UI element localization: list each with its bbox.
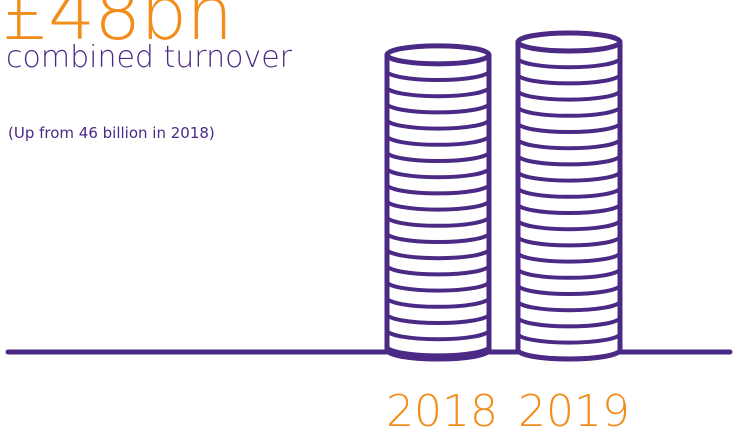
coin-edge [385,329,491,342]
year-label-2018: 2018 [386,386,498,437]
coin-edge [516,300,622,313]
coin-edge [516,187,622,199]
coin-edge [516,138,622,151]
coin-edge [385,280,491,293]
coin-edge [516,89,622,102]
coin-edge [516,122,622,134]
coin-top [384,43,492,67]
coin-stack-2019 [515,30,623,362]
subheadline: combined turnover [6,40,292,75]
coin-edge [516,170,622,183]
coin-edge [385,86,491,99]
comparison-note: (Up from 46 billion in 2018) [8,124,215,142]
coin-edge [516,332,622,345]
coin-edge [385,216,491,228]
coin-edge [385,264,491,277]
coin-edge [385,297,491,309]
coin-edge [385,183,491,196]
coin-edge [516,268,622,280]
coin-edge [385,118,491,131]
coin-edge [516,284,622,296]
year-label-2019: 2019 [518,386,630,437]
coin-edge [385,345,491,358]
coin-edge [385,232,491,244]
coin-edge [516,154,622,167]
coin-edge [516,73,622,86]
stacks-group [384,30,623,362]
coin-edge [516,57,622,70]
headline-value: £48bn [2,0,233,57]
coin-edge [516,235,622,248]
coin-edge [516,219,622,232]
coin-edge [516,316,622,329]
coin-stack-body [515,39,623,362]
coin-edge [385,167,491,180]
coin-edge [385,70,491,82]
coin-edge [385,151,491,163]
coin-stack-body [384,52,492,362]
coin-edge [385,313,491,325]
coin-edge [516,106,622,118]
coin-stack-2018 [384,43,492,362]
coin-top [515,30,623,54]
coin-edge [385,248,491,261]
coin-edge [385,102,491,115]
coin-edge [516,251,622,264]
coin-edge [385,135,491,147]
coin-edge [385,199,491,212]
coin-edge [516,203,622,215]
